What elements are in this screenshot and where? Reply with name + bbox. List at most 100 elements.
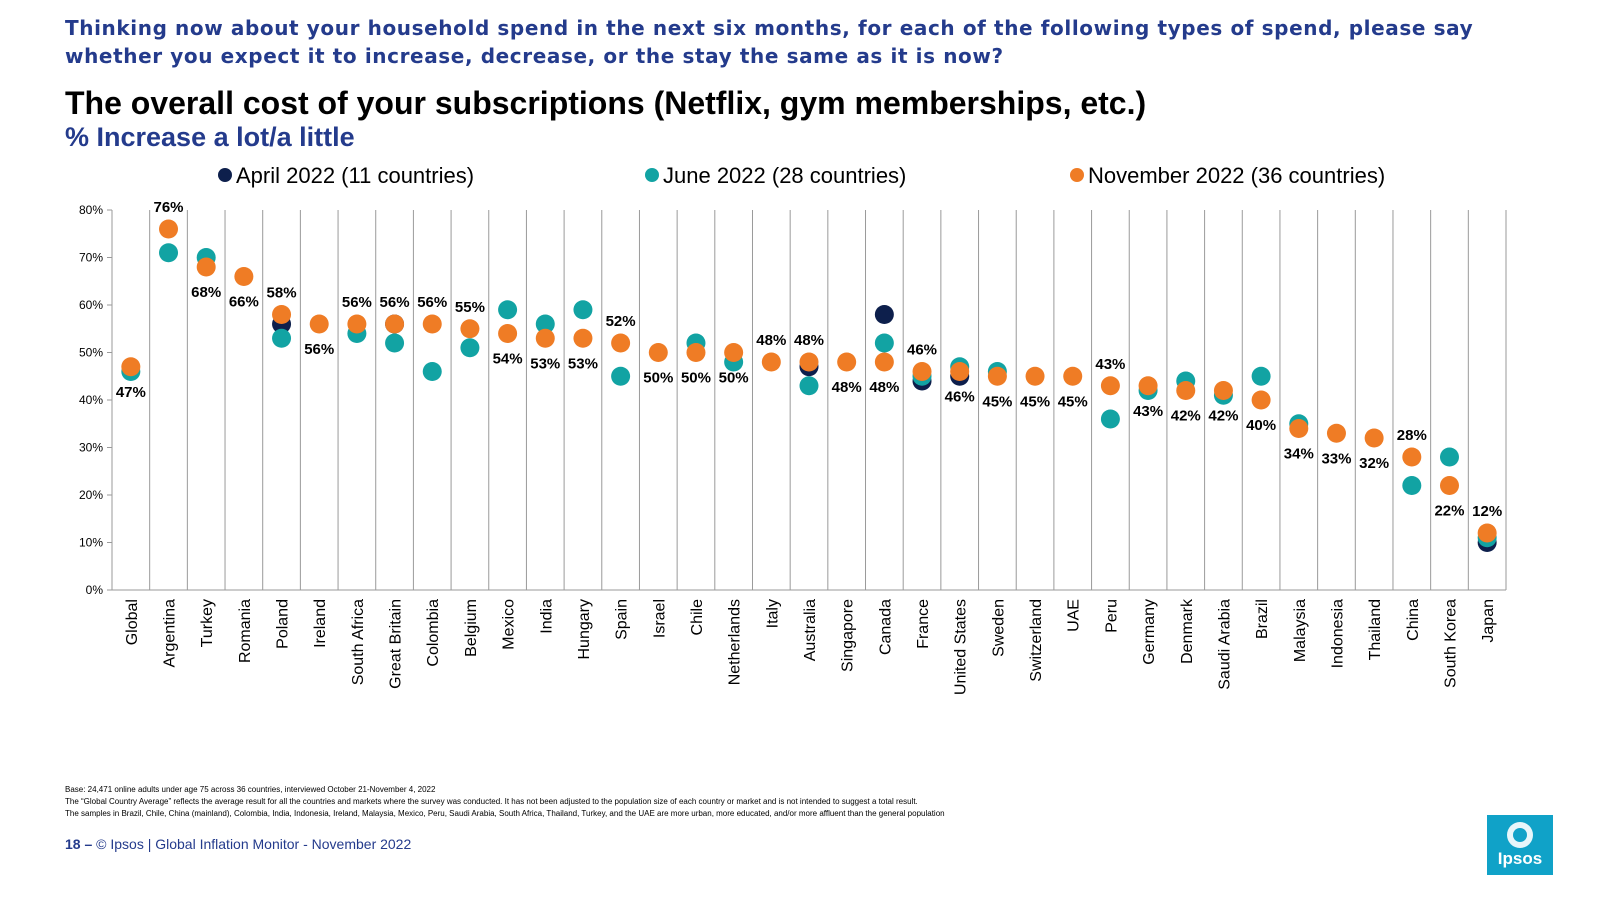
y-tick-label: 80% <box>79 203 103 217</box>
point-series-1 <box>1100 409 1120 429</box>
point-series-2 <box>309 314 329 334</box>
footnotes: Base: 24,471 online adults under age 75 … <box>65 784 945 820</box>
point-series-2 <box>912 362 932 381</box>
x-tick-label: Romania <box>237 599 254 663</box>
x-tick-label: Peru <box>1103 599 1120 633</box>
x-tick-label: Mexico <box>501 599 518 650</box>
point-series-2 <box>761 352 781 372</box>
x-tick-label: Israel <box>651 599 668 638</box>
data-label: 45% <box>982 393 1012 410</box>
y-axis: 0% 10% 20% 30% 40% 50% 60% 70% 80% <box>79 203 112 597</box>
point-series-2 <box>1213 381 1233 400</box>
point-series-1 <box>422 362 442 381</box>
data-label: 52% <box>606 313 636 330</box>
data-label: 48% <box>832 379 862 396</box>
data-label: 76% <box>153 199 183 216</box>
point-series-1 <box>799 376 819 396</box>
point-series-2 <box>611 333 631 353</box>
x-tick-label: Sweden <box>990 599 1007 657</box>
point-series-2 <box>159 219 179 239</box>
x-tick-label: Great Britain <box>388 599 405 689</box>
point-series-2 <box>686 343 706 362</box>
legend-label-1: June 2022 (28 countries) <box>663 163 906 188</box>
point-series-2 <box>1063 366 1083 386</box>
x-tick-label: South Korea <box>1442 599 1459 688</box>
point-series-2 <box>724 343 744 362</box>
footnote-samples: The samples in Brazil, Chile, China (mai… <box>65 809 945 818</box>
point-series-1 <box>611 366 631 386</box>
point-series-1 <box>874 333 894 353</box>
point-series-2 <box>422 314 442 334</box>
point-series-2 <box>121 357 141 377</box>
data-label: 55% <box>455 299 485 316</box>
chart-legend: April 2022 (11 countries) June 2022 (28 c… <box>218 163 1385 188</box>
x-tick-label: Netherlands <box>727 599 744 685</box>
point-series-1 <box>272 328 292 348</box>
x-tick-label: Ireland <box>312 599 329 648</box>
data-label: 53% <box>530 355 560 372</box>
y-tick-label: 0% <box>86 583 104 597</box>
x-tick-label: Canada <box>877 599 894 655</box>
data-label: 56% <box>342 294 372 311</box>
point-series-2 <box>1439 476 1459 495</box>
x-tick-label: Chile <box>689 599 706 636</box>
data-label: 32% <box>1359 455 1389 472</box>
point-series-2 <box>234 267 254 286</box>
point-series-2 <box>385 314 405 334</box>
data-label: 58% <box>267 285 297 302</box>
point-series-2 <box>573 328 593 348</box>
point-series-2 <box>799 352 819 372</box>
point-series-2 <box>272 305 292 324</box>
data-label: 42% <box>1208 408 1238 425</box>
data-label: 45% <box>1020 393 1050 410</box>
data-label: 42% <box>1171 408 1201 425</box>
data-label: 40% <box>1246 417 1276 434</box>
data-label: 68% <box>191 284 221 301</box>
legend-marker-0 <box>218 168 232 182</box>
footnote-global-average: The “Global Country Average” reflects th… <box>65 797 918 806</box>
point-series-2 <box>1176 381 1196 400</box>
x-tick-label: France <box>915 599 932 649</box>
data-label: 28% <box>1397 427 1427 444</box>
data-label: 48% <box>756 332 786 349</box>
point-series-1 <box>498 300 518 320</box>
page-number: 18 <box>65 836 81 852</box>
point-series-0 <box>874 305 894 324</box>
point-series-2 <box>1251 390 1271 410</box>
x-tick-label: Argentina <box>162 599 179 668</box>
point-series-2 <box>1326 423 1346 443</box>
ipsos-logo-text: Ipsos <box>1497 849 1543 868</box>
footer-separator: – <box>84 836 93 852</box>
x-tick-label: UAE <box>1066 599 1083 632</box>
data-label: 47% <box>116 384 146 401</box>
x-tick-label: Denmark <box>1179 598 1196 664</box>
legend-label-0: April 2022 (11 countries) <box>236 163 474 188</box>
y-tick-label: 20% <box>79 488 103 502</box>
data-label: 43% <box>1095 356 1125 373</box>
y-tick-label: 60% <box>79 298 103 312</box>
data-label: 45% <box>1058 393 1088 410</box>
data-label: 34% <box>1284 446 1314 463</box>
x-tick-label: Italy <box>764 599 781 628</box>
point-series-1 <box>535 314 555 334</box>
ipsos-logo: Ipsos <box>1487 815 1553 875</box>
x-tick-label: Poland <box>275 599 292 649</box>
x-tick-label: Hungary <box>576 599 593 659</box>
data-label: 50% <box>643 370 673 387</box>
point-series-2 <box>987 366 1007 386</box>
data-label: 50% <box>681 370 711 387</box>
point-series-1 <box>460 338 480 358</box>
data-label: 22% <box>1434 503 1464 520</box>
y-tick-label: 40% <box>79 393 103 407</box>
point-series-1 <box>1402 476 1422 495</box>
point-series-2 <box>874 352 894 372</box>
footnote-base: Base: 24,471 online adults under age 75 … <box>65 785 436 794</box>
x-tick-label: Germany <box>1141 599 1158 665</box>
x-tick-label: Saudi Arabia <box>1216 599 1233 690</box>
data-label: 54% <box>493 351 523 368</box>
point-series-2 <box>1100 376 1120 396</box>
point-series-2 <box>1402 447 1422 467</box>
x-axis: Global Argentina Turkey Romania Poland Irelan… <box>124 598 1497 695</box>
ipsos-logo-icon <box>1507 822 1533 848</box>
y-tick-label: 10% <box>79 536 103 550</box>
